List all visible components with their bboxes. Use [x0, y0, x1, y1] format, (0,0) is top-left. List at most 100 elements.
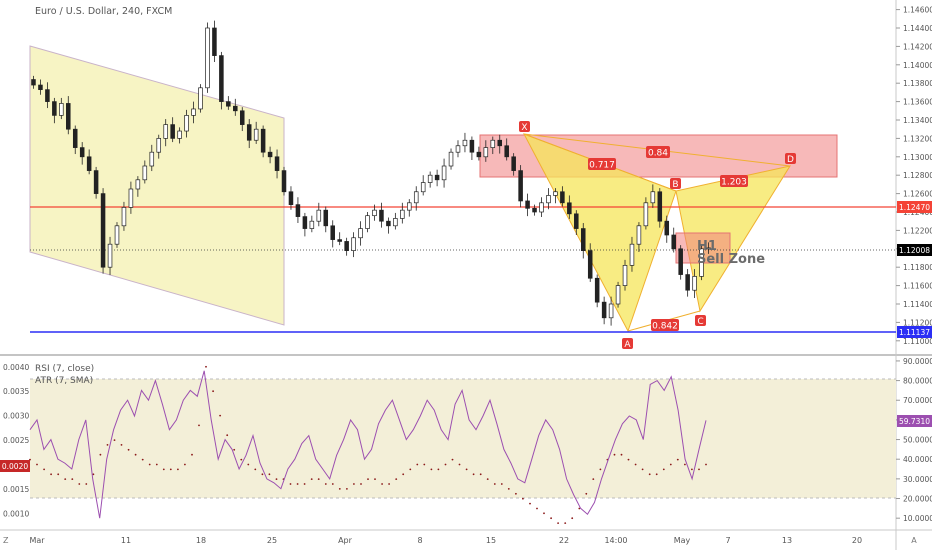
candle-body: [671, 234, 676, 250]
atr-point: [599, 468, 602, 471]
time-axis[interactable]: Mar 11 18 25 Apr 8 15 22 14:00 May 7 13 20: [29, 536, 862, 545]
atr-point: [437, 468, 440, 471]
atr-point: [353, 483, 355, 485]
candle-body: [553, 191, 558, 196]
candle-body: [177, 130, 182, 139]
atr-point: [374, 478, 376, 480]
atr-point: [536, 507, 538, 510]
candle-body: [699, 248, 704, 277]
candle-body: [692, 276, 697, 291]
candle-body: [45, 89, 50, 102]
atr-point: [310, 478, 313, 480]
corner-left-icon[interactable]: Z: [3, 536, 9, 545]
rsi-value-badge: 59.7310: [897, 415, 932, 427]
candle-body: [400, 209, 405, 219]
candle-body: [337, 239, 342, 242]
candle-body: [601, 301, 607, 319]
svg-text:59.7310: 59.7310: [899, 417, 930, 426]
atr-point: [402, 473, 405, 476]
atr-point: [430, 468, 433, 471]
atr-point: [458, 463, 461, 466]
candle-body: [386, 220, 391, 227]
atr-point: [465, 468, 468, 471]
candle-body: [629, 243, 635, 266]
atr-point: [289, 483, 292, 485]
corner-right-icon[interactable]: A: [911, 536, 917, 545]
candle-body: [135, 179, 141, 190]
candle-body: [511, 156, 516, 171]
price-tick-label: 1.12200: [903, 226, 932, 235]
atr-point: [184, 463, 186, 466]
atr-point: [592, 478, 595, 480]
atr-point: [275, 478, 278, 480]
atr-tick-label: 0.0040: [3, 363, 29, 372]
candle-body: [246, 124, 252, 141]
atr-point: [662, 468, 665, 471]
zone-label-h1: H1: [697, 239, 717, 254]
atr-point: [36, 463, 38, 466]
candle-body: [128, 188, 134, 208]
atr-point: [240, 458, 243, 461]
candle-body: [86, 156, 92, 171]
time-tick-label: 22: [559, 536, 569, 545]
candle-body: [351, 237, 356, 251]
rsi-axis[interactable]: 90.000080.000070.000060.000050.000040.00…: [896, 357, 932, 523]
atr-point: [134, 453, 137, 456]
atr-point: [331, 483, 334, 485]
ratio-bd-label: 1.203: [720, 175, 748, 188]
candle-body: [260, 128, 266, 153]
atr-point: [317, 478, 320, 480]
candle-body: [685, 274, 690, 291]
price-tick-label: 1.14000: [903, 61, 932, 70]
atr-legend: ATR (7, SMA): [35, 376, 93, 386]
candle-body: [170, 124, 175, 139]
atr-point: [543, 512, 545, 515]
time-tick-label: 8: [417, 536, 422, 545]
price-tick-label: 1.11400: [903, 300, 932, 309]
candle-body: [462, 139, 468, 147]
svg-text:0.84: 0.84: [648, 149, 668, 159]
atr-point: [247, 463, 250, 466]
atr-point: [261, 473, 264, 476]
svg-text:B: B: [672, 180, 678, 190]
candle-body: [532, 207, 537, 213]
rsi-band: [30, 379, 896, 498]
atr-point: [472, 473, 475, 476]
candle-body: [518, 170, 523, 202]
candle-body: [643, 202, 649, 227]
atr-point: [620, 453, 623, 456]
svg-text:0.717: 0.717: [589, 161, 615, 171]
atr-point: [113, 439, 116, 441]
candle-body: [407, 202, 412, 211]
atr-point: [106, 444, 109, 446]
candle-body: [344, 241, 349, 251]
atr-point: [684, 463, 686, 466]
candle-body: [66, 103, 71, 130]
atr-point: [78, 483, 81, 485]
ratio-xb-label: 0.717: [588, 158, 616, 171]
atr-point: [381, 483, 383, 485]
atr-point: [676, 458, 679, 461]
candle-body: [52, 101, 57, 116]
atr-point: [198, 424, 200, 427]
price-tick-label: 1.14600: [903, 6, 932, 15]
candle-body: [156, 138, 162, 153]
price-tick-label: 1.13400: [903, 116, 932, 125]
price-axis[interactable]: 1.14600 1.14400 1.14200 1.14000 1.13800 1.136…: [896, 6, 932, 346]
atr-point: [50, 473, 52, 476]
ratio-ac-label: 0.842: [651, 319, 679, 332]
atr-point: [127, 448, 130, 451]
candle-body: [149, 151, 155, 167]
candle-body: [657, 191, 663, 222]
atr-point: [529, 502, 531, 505]
atr-point: [648, 473, 651, 476]
candle-body: [636, 225, 642, 245]
rsi-tick-label: 10.0000: [903, 514, 932, 523]
candle-body: [205, 27, 210, 89]
candle-body: [191, 108, 196, 116]
atr-point: [191, 453, 193, 456]
candlestick-series: [31, 20, 711, 326]
candle-body: [316, 209, 322, 222]
